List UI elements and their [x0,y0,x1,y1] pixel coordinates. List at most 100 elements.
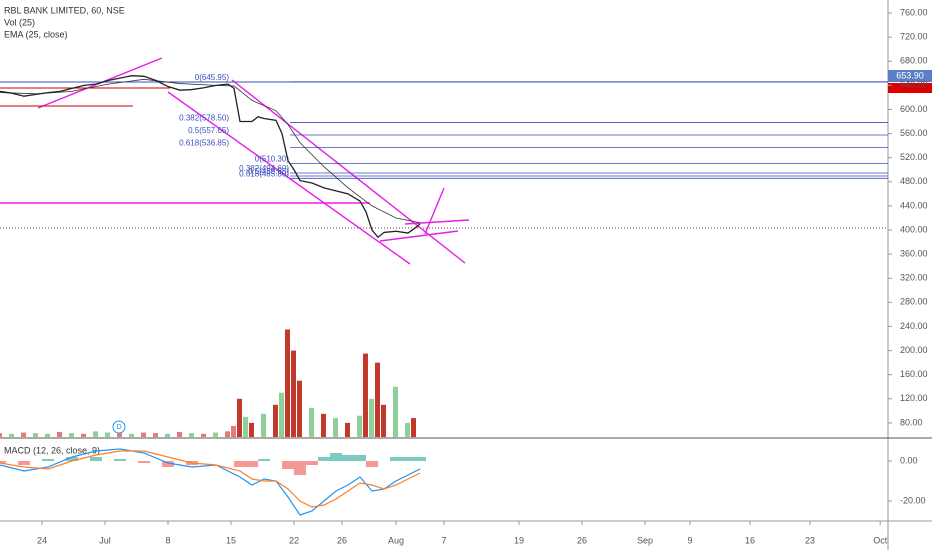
volume-bar [69,433,74,437]
volume-bar [405,422,410,437]
fib-label: 0.618(536.85) [179,139,229,148]
chart-title: RBL BANK LIMITED, 60, NSE [4,5,125,15]
volume-bar [363,353,368,437]
volume-bar [213,432,218,437]
volume-bar [21,432,26,437]
volume-bar [375,362,380,437]
fib-label: 0(510.30) [255,155,290,164]
volume-bar [237,398,242,437]
volume-bar [117,433,122,437]
last-price-box [888,70,932,82]
volume-bar [309,407,314,437]
volume-bar [285,329,290,437]
volume-bar [153,433,158,437]
macd-histogram-bar [330,453,342,461]
volume-bar [393,386,398,437]
x-tick-label: 7 [441,535,446,545]
volume-bar [249,422,254,437]
macd-histogram-bar [138,461,150,463]
y-tick-label: 680.00 [900,56,928,66]
price-line [0,75,421,239]
volume-bar [357,415,362,437]
volume-bar [291,350,296,437]
macd-histogram-bar [18,461,30,465]
volume-bar [57,431,62,437]
volume-bar [33,433,38,437]
fib-label: 0.382(578.50) [179,114,229,123]
ema-line [0,78,421,224]
volume-bar [141,432,146,437]
macd-histogram-bar [306,461,318,465]
volume-bar [129,433,134,437]
x-tick-label: Oct [873,535,888,545]
dividend-marker [112,420,126,434]
volume-bar [45,433,50,437]
x-tick-label: 19 [514,535,524,545]
volume-bar [321,413,326,437]
volume-bar [81,433,86,437]
macd-histogram-bar [66,457,78,461]
macd-histogram-bar [318,457,330,461]
x-tick-label: 26 [577,535,587,545]
macd-line [0,448,421,516]
fib-label: 0.5(489.65) [248,167,289,176]
signal-line [0,450,421,508]
macd-histogram-bar [366,461,378,467]
fib-label: 0.382(494.60) [239,164,289,173]
x-tick-label: 23 [805,535,815,545]
macd-tick-label: -20.00 [900,495,926,505]
macd-histogram-bar [258,459,270,461]
y-tick-label: 400.00 [900,224,928,234]
volume-bar [189,433,194,437]
macd-histogram-bar [42,459,54,461]
macd-histogram-bar [402,457,414,461]
y-tick-label: 720.00 [900,32,928,42]
volume-bar [0,433,2,437]
volume-bar [9,433,14,437]
y-tick-label: 80.00 [900,417,923,427]
volume-bar [165,433,170,437]
dividend-marker-label: D [116,424,121,431]
volume-label: Vol (25) [4,17,35,27]
volume-bar [225,431,230,437]
y-tick-label: 480.00 [900,176,928,186]
macd-histogram-bar [162,461,174,467]
support-lines [0,87,170,107]
x-tick-label: 8 [165,535,170,545]
macd-histogram-bar [90,457,102,461]
macd-histogram-bar [342,455,354,461]
volume-bar [369,398,374,437]
volume-bar [93,431,98,437]
macd-tick-label: 0.00 [900,455,918,465]
y-tick-label: 560.00 [900,128,928,138]
y-tick-label: 280.00 [900,297,928,307]
fib-label: 0.618(485.80) [239,169,289,178]
macd-histogram-bar [246,461,258,467]
y-tick-label: 240.00 [900,321,928,331]
volume-bar [105,432,110,437]
macd-histogram-bar [282,461,294,469]
macd-label: MACD (12, 26, close, 9) [4,445,100,455]
y-tick-label: 440.00 [900,200,928,210]
last-price: 653.90 [896,70,924,80]
x-tick-label: Jul [99,535,111,545]
macd-histogram-bar [114,459,126,461]
fib-label: 0.5(557.65) [188,126,229,135]
volume-bar [279,392,284,437]
macd-histogram-bar [390,457,402,461]
x-tick-label: 26 [337,535,347,545]
macd-histogram-bar [234,461,246,467]
volume-bar [201,433,206,437]
price-flag [888,83,932,93]
y-tick-label: 200.00 [900,345,928,355]
volume-bar [411,418,416,437]
volume-bar [381,404,386,437]
y-tick-label: 520.00 [900,152,928,162]
y-tick-label: 760.00 [900,7,928,17]
x-tick-label: Aug [388,535,404,545]
volume-bar [261,413,266,437]
volume-bar [177,431,182,437]
y-tick-label: 120.00 [900,393,928,403]
y-tick-label: 160.00 [900,369,928,379]
